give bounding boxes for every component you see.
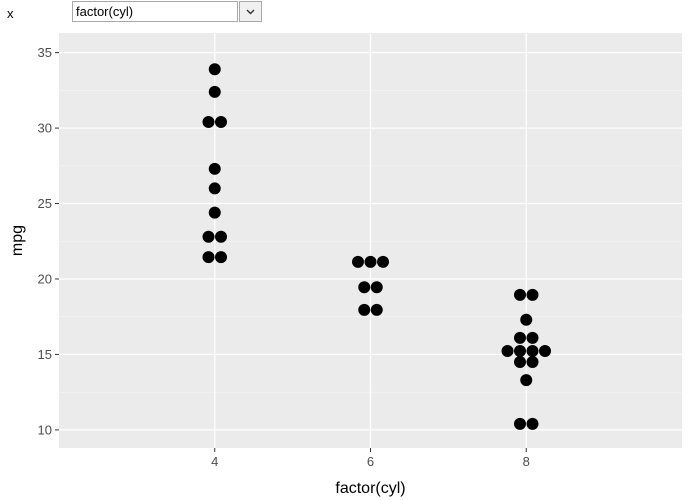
data-point xyxy=(520,313,533,326)
x-variable-dropdown-button[interactable] xyxy=(239,1,262,22)
y-tick-label: 15 xyxy=(38,347,52,362)
chevron-down-icon xyxy=(246,9,255,14)
data-point xyxy=(208,182,221,195)
control-row: x factor(cyl) xyxy=(0,0,689,28)
data-point xyxy=(215,116,227,129)
data-point xyxy=(208,206,221,219)
data-point xyxy=(514,331,526,344)
data-point xyxy=(514,417,526,430)
data-point xyxy=(370,281,383,294)
data-point xyxy=(202,116,215,129)
data-point xyxy=(202,251,215,264)
data-point xyxy=(208,63,221,76)
data-point xyxy=(215,230,227,243)
x-variable-select-value: factor(cyl) xyxy=(76,4,134,19)
data-point xyxy=(520,374,533,387)
data-point xyxy=(526,331,539,344)
data-point xyxy=(514,345,526,358)
x-tick-label: 8 xyxy=(523,454,530,469)
data-point xyxy=(514,288,526,301)
data-point xyxy=(364,255,377,268)
y-tick-label: 10 xyxy=(38,422,52,437)
x-tick-label: 4 xyxy=(211,454,218,469)
data-point xyxy=(526,288,539,301)
data-point xyxy=(358,303,371,316)
data-point xyxy=(501,345,514,358)
x-axis-title: factor(cyl) xyxy=(335,480,405,497)
data-point xyxy=(526,355,539,368)
dot-plot-chart: 10 15 20 25 30 35 4 6 8 factor(cyl) mpg xyxy=(9,33,682,497)
x-variable-label: x xyxy=(7,6,14,21)
y-axis-title: mpg xyxy=(9,225,26,256)
x-tick-label: 6 xyxy=(367,454,374,469)
data-point xyxy=(208,85,221,98)
x-variable-select[interactable]: factor(cyl) xyxy=(72,1,238,22)
data-point xyxy=(377,255,389,268)
data-point xyxy=(370,303,383,316)
y-tick-label: 20 xyxy=(38,271,52,286)
data-point xyxy=(358,281,371,294)
data-point xyxy=(526,345,539,358)
data-point xyxy=(352,255,364,268)
y-tick-label: 35 xyxy=(38,45,52,60)
data-point xyxy=(208,162,221,175)
y-tick-label: 30 xyxy=(38,121,52,136)
data-point xyxy=(514,355,526,368)
data-point xyxy=(526,417,539,430)
data-point xyxy=(215,251,227,264)
y-tick-label: 25 xyxy=(38,196,52,211)
data-point xyxy=(539,345,551,358)
data-point xyxy=(202,230,215,243)
